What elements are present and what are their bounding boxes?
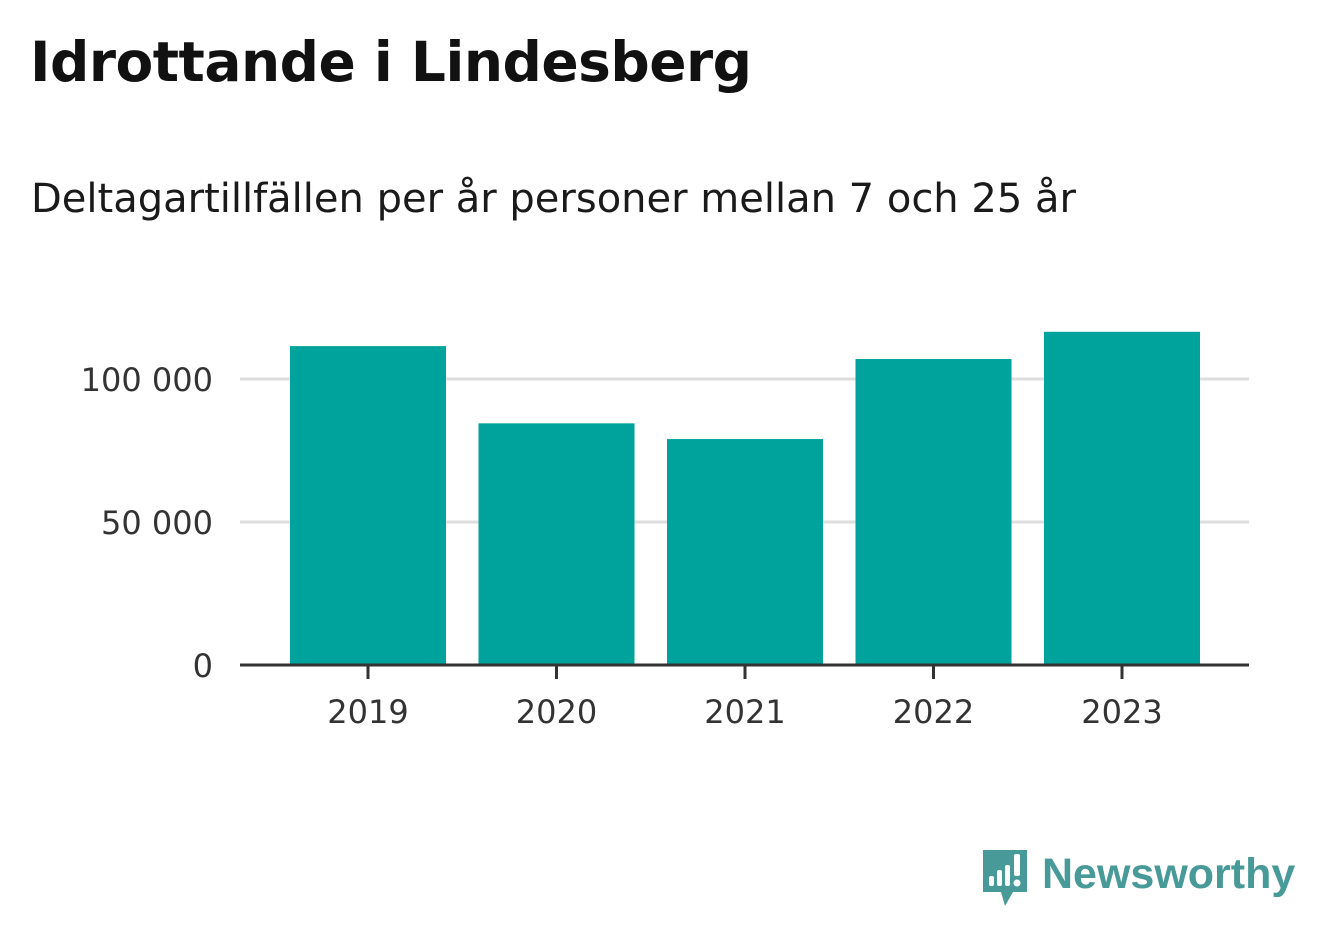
x-tick-label: 2020 [516,693,597,731]
y-tick-label: 100 000 [81,361,213,399]
x-tick-label: 2019 [327,693,408,731]
bar-2021 [667,439,823,665]
x-tick-label: 2022 [893,693,974,731]
y-axis-tick-labels: 0 50 000 100 000 [81,361,213,685]
x-axis-ticks: 2019 2020 2021 2022 2023 [327,665,1163,731]
bar-2019 [290,346,446,665]
newsworthy-bubble-icon [983,850,1027,906]
bar-2023 [1044,331,1200,665]
bar-2020 [478,423,635,665]
bar-2022 [855,358,1012,665]
chart-subtitle: Deltagartillfällen per år personer mella… [31,176,1076,222]
x-tick-label: 2023 [1081,693,1162,731]
bars [290,331,1200,665]
x-tick-label: 2021 [704,693,785,731]
chart-title: Idrottande i Lindesberg [30,30,752,94]
newsworthy-logo: Newsworthy [980,846,1295,912]
y-tick-label: 0 [193,647,213,685]
y-tick-label: 50 000 [101,504,213,542]
brand-name: Newsworthy [1042,850,1296,898]
